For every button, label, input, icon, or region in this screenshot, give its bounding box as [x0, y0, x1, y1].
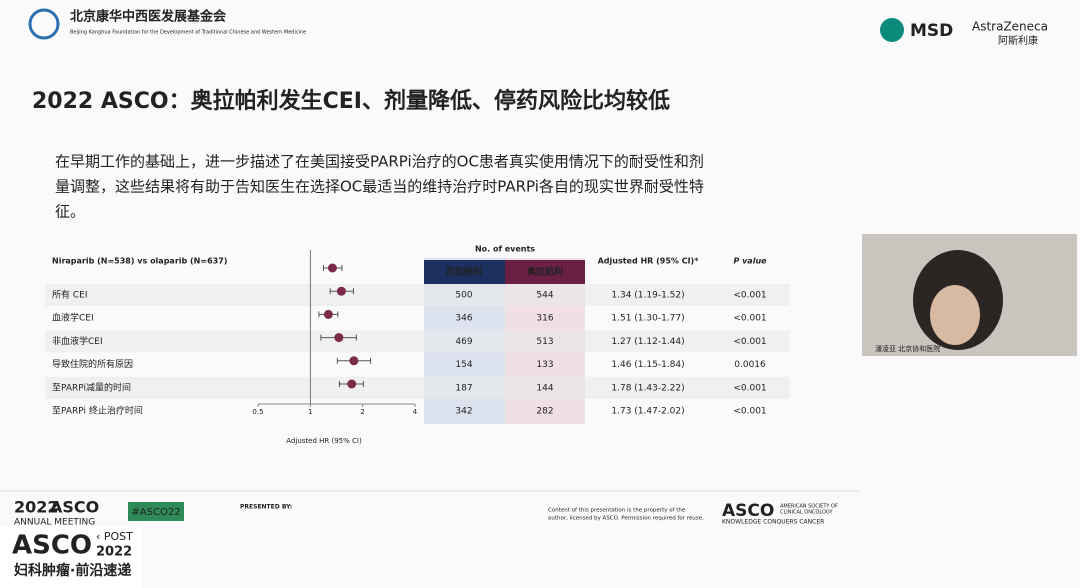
post-label: ‹ POST: [96, 530, 133, 543]
p-value: <0.001: [733, 407, 766, 417]
hr-label: 1.27 (1.12-1.44): [611, 337, 684, 347]
post-year: 2022: [96, 545, 132, 560]
hr-label: 1.78 (1.43-2.22): [611, 383, 684, 393]
asco-tagline: KNOWLEDGE CONQUERS CANCER: [722, 519, 824, 526]
events: 544: [536, 291, 553, 301]
hr-point: [349, 356, 359, 366]
video-caption: 潘凌亚 北京协和医院: [875, 344, 940, 353]
row-band: [45, 330, 790, 353]
p-value: <0.001: [733, 337, 766, 347]
hr-point: [336, 286, 346, 296]
hr-label: 1.51 (1.30-1.77): [611, 314, 684, 324]
p-value: <0.001: [733, 383, 766, 393]
copyright: Content of this presentation is the prop…: [548, 508, 686, 514]
p-value: 0.0016: [734, 360, 766, 370]
row-label: 导致住院的所有原因: [52, 358, 133, 370]
meeting-sub: ANNUAL MEETING: [14, 518, 95, 528]
asco-full: CLINICAL ONCOLOGY: [780, 510, 834, 516]
row-label: 至PARPi减量的时间: [52, 381, 131, 393]
org-name: 北京康华中西医发展基金会: [70, 9, 227, 25]
events: 342: [455, 407, 472, 417]
post-name: ASCO: [12, 531, 92, 561]
hr-label: 1.46 (1.15-1.84): [611, 360, 684, 370]
hr-point: [347, 379, 357, 389]
paragraph-line: 征。: [55, 203, 85, 221]
x-tick-label: 2: [360, 408, 364, 416]
sponsor: MSD: [910, 21, 953, 41]
col-header: 尼拉帕利: [446, 266, 482, 278]
p-value: <0.001: [733, 314, 766, 324]
x-axis-label: Adjusted HR (95% CI): [286, 437, 362, 445]
row-label: 所有 CEI: [52, 289, 88, 301]
copyright: author, licensed by ASCO. Permission req…: [548, 516, 704, 522]
post-cn: 妇科肿瘤·前沿速递: [13, 562, 131, 579]
hr-point: [334, 333, 344, 343]
events: 133: [536, 360, 553, 370]
events: 500: [455, 291, 472, 301]
meeting-name: ASCO: [50, 498, 99, 517]
row-label: 至PARPi 终止治疗时间: [52, 405, 143, 417]
slide-title: 2022 ASCO：奥拉帕利发生CEI、剂量降低、停药风险比均较低: [32, 88, 670, 114]
paragraph-line: 量调整，这些结果将有助于告知医生在选择OC最适当的维持治疗时PARPi各自的现实…: [55, 178, 704, 196]
p-header: P value: [733, 257, 767, 266]
events: 316: [536, 314, 553, 324]
p-value: <0.001: [733, 291, 766, 301]
hr-point: [323, 309, 333, 319]
asco-logo: ASCO: [722, 501, 774, 521]
events: 346: [455, 314, 472, 324]
events: 187: [455, 383, 472, 393]
post-logo-box: [0, 526, 142, 588]
events: 282: [536, 407, 553, 417]
events: 144: [536, 383, 553, 393]
row-band: [45, 376, 790, 399]
hr-label: 1.34 (1.19-1.52): [611, 291, 684, 301]
events: 154: [455, 360, 472, 370]
events: 513: [536, 337, 553, 347]
col-b-header: [505, 260, 585, 284]
events: 469: [455, 337, 472, 347]
hashtag: #ASCO22: [131, 507, 180, 518]
hr-label: 1.73 (1.47-2.02): [611, 407, 684, 417]
hr-header: Adjusted HR (95% CI)*: [598, 257, 700, 266]
asco-full: AMERICAN SOCIETY OF: [780, 504, 838, 510]
row-band: [45, 284, 790, 306]
comparison: Niraparib (N=538) vs olaparib (N=637): [52, 257, 227, 266]
paragraph-line: 在早期工作的基础上，进一步描述了在美国接受PARPi治疗的OC患者真实使用情况下…: [55, 153, 704, 171]
x-tick-label: 1: [308, 408, 312, 416]
presented-by: PRESENTED BY:: [240, 504, 292, 511]
row-label: 非血液学CEI: [52, 335, 103, 347]
sponsor: AstraZeneca: [972, 20, 1048, 34]
meeting-year: 2022: [14, 498, 59, 517]
events-header: No. of events: [475, 245, 535, 254]
row-label: 血液学CEI: [52, 312, 94, 324]
speaker: [930, 285, 980, 345]
col-header: 奥拉帕利: [526, 266, 563, 278]
col-a-header: [424, 260, 505, 284]
org-logo: [28, 8, 60, 40]
hr-point: [327, 263, 337, 273]
hashtag-box: [128, 502, 184, 521]
org-name-en: Beijing Kanghua Foundation for the Devel…: [70, 30, 306, 36]
sponsor: 阿斯利康: [998, 34, 1038, 47]
x-tick-label: 4: [413, 408, 418, 416]
x-tick-label: 0.5: [252, 408, 263, 416]
forest-plot: Niraparib (N=538) vs olaparib (N=637) No.…: [45, 245, 790, 445]
msd-logo: [880, 18, 904, 42]
